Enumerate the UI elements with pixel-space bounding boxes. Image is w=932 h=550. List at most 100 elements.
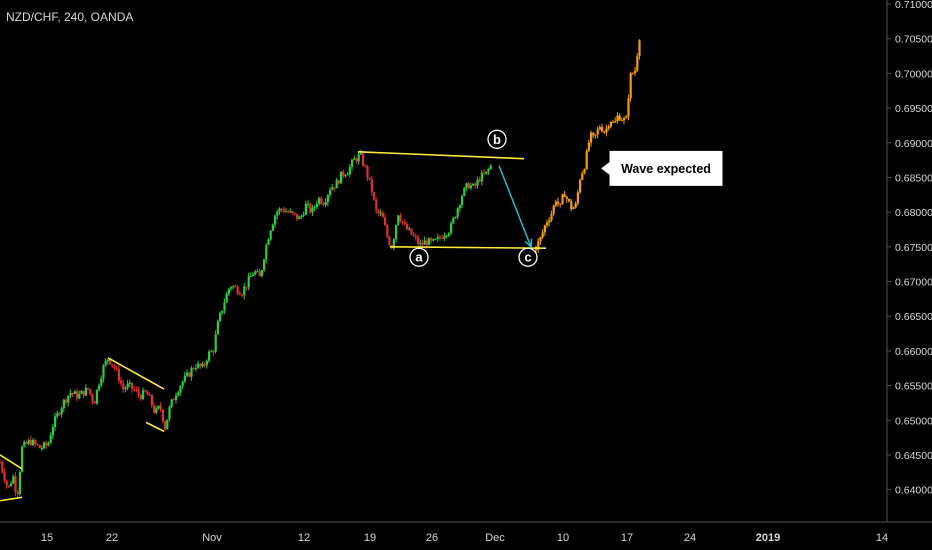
price-tick-label: 0.71000 [895,0,932,11]
candle-body [111,364,114,366]
candle-body [324,202,327,205]
candle-body [450,223,453,234]
candle-body [78,393,81,399]
candle-body [318,198,321,204]
candle-body [594,134,597,136]
candle-body [410,228,413,235]
candle-body [179,386,182,393]
candle-body [300,215,303,217]
candle-body [609,121,612,127]
candle-body [395,225,398,240]
candle-body [362,153,365,166]
candle-body [379,212,382,214]
candle-body [572,207,575,210]
candle-body [269,230,272,240]
symbol-title: NZD/CHF, 240, OANDA [6,10,134,24]
candle-body [623,118,626,121]
candle-body [139,395,142,400]
candle-body [585,150,588,170]
candle-body [159,405,162,410]
candle-body [247,276,250,288]
candle-body [221,310,224,313]
candle-body [93,401,96,404]
candle-body [87,387,90,390]
candle-body [579,179,582,193]
candle-body [80,390,83,394]
candle-body [618,115,621,121]
candle-body [296,213,299,220]
candle-body [377,210,380,214]
candle-body [142,390,145,400]
candle-body [5,480,8,486]
candle-body [12,476,15,484]
candle-body [71,393,74,395]
candle-body [150,394,153,406]
wave-label-text: b [493,132,501,147]
candle-body [452,218,455,224]
candle-body [95,389,98,404]
trend-line [389,246,547,250]
candle-body [443,235,446,239]
candle-body [487,169,490,172]
candle-body [463,187,466,196]
candle-body [243,286,246,296]
candle-body [115,368,118,370]
candle-body [192,368,195,370]
candle-body [373,192,376,200]
candle-body [82,390,85,396]
candle-body [537,241,540,250]
candle-body [311,207,314,213]
candle-body [408,228,411,230]
candle-body [445,235,448,237]
candle-body [607,126,610,129]
candle-body [436,237,439,239]
candle-body [54,416,57,428]
candle-body [45,442,48,446]
time-tick-label: 15 [41,532,53,544]
candle-body [603,131,606,133]
price-tick-label: 0.67500 [895,242,932,254]
candle-body [565,196,568,199]
candle-body [557,201,560,204]
candle-body [203,364,206,366]
time-tick-label: 19 [364,532,376,544]
candle-body [313,206,316,208]
candle-body [216,321,219,335]
candle-body [181,381,184,387]
candle-body [359,153,362,155]
candle-body [265,245,268,260]
candle-body [548,220,551,223]
candle-body [76,391,79,399]
time-tick-label: 24 [684,532,696,544]
time-tick-label: 2019 [756,532,780,544]
candle-body [271,224,274,231]
candle-body [447,233,450,236]
candle-body [287,211,290,213]
candle-body [225,293,228,303]
candle-body [254,271,257,275]
candle-body [100,378,103,386]
candle-body [478,179,481,182]
candle-body [587,142,590,151]
candle-body [454,217,457,219]
candle-body [456,208,459,218]
candle-body [276,211,279,216]
price-tick-label: 0.66000 [895,346,932,358]
chart-annotations: a b c Wave expected [0,129,723,502]
candle-body [212,351,215,353]
candle-body [122,383,125,390]
candle-body [21,446,24,472]
candle-body [348,166,351,175]
candle-body [605,128,608,133]
candle-body [322,203,325,205]
candle-body [10,483,13,487]
candle-body [351,159,354,167]
candle-body [219,312,222,322]
candle-body [199,363,202,367]
candle-body [625,116,628,119]
candle-body [539,237,542,242]
candle-body [157,405,160,409]
candle-body [84,387,87,396]
candle-body [0,461,2,463]
